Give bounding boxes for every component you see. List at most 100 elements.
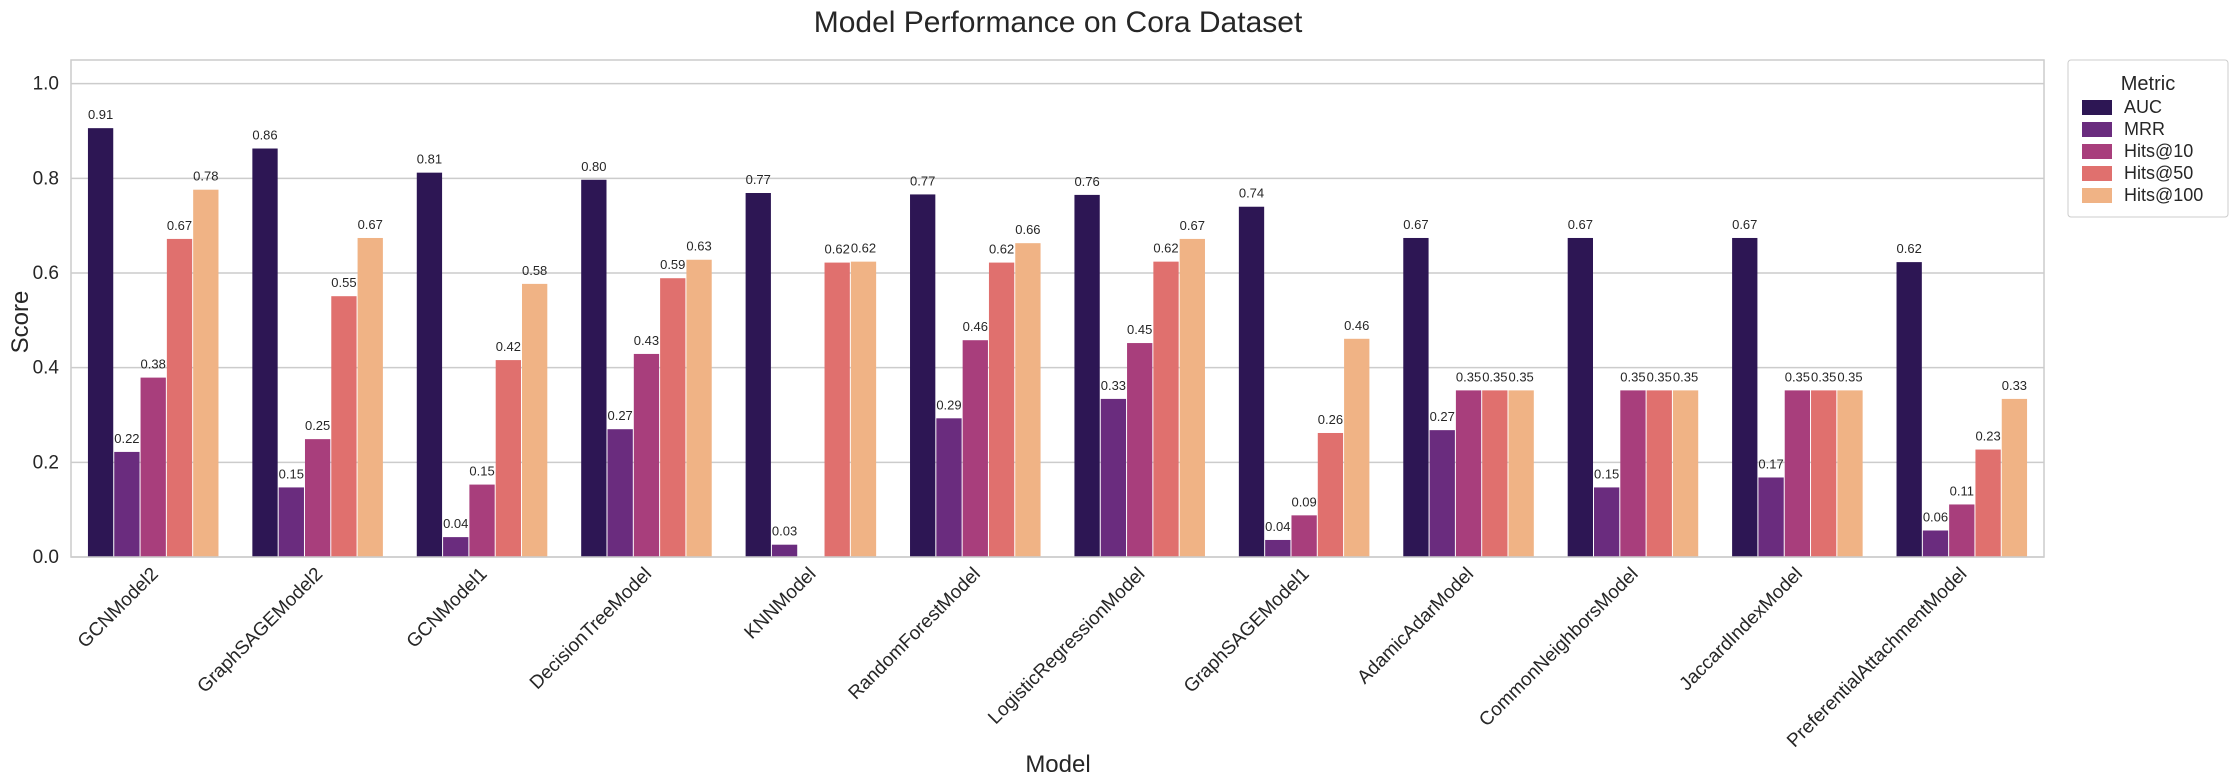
legend-entry-label: AUC: [2124, 97, 2162, 117]
x-tick-label: DecisionTreeModel: [526, 564, 656, 694]
data-label: 0.46: [963, 319, 988, 334]
bar-mrr: [1429, 430, 1455, 557]
data-label: 0.35: [1837, 369, 1862, 384]
bar-hits-at-50: [824, 262, 850, 557]
bar-hits-at-10: [140, 377, 166, 557]
bar-auc: [416, 172, 443, 558]
x-tick-label: GCNModel1: [403, 564, 492, 653]
bar-mrr: [278, 487, 304, 557]
data-label: 0.15: [279, 466, 304, 481]
bar-hits-at-50: [495, 360, 522, 557]
data-label: 0.76: [1074, 174, 1099, 189]
bar-hits-at-50: [1975, 449, 2001, 557]
legend-swatch: [2082, 122, 2112, 137]
y-tick-label: 0.8: [33, 168, 59, 189]
data-label: 0.29: [936, 397, 961, 412]
bar-mrr: [607, 429, 633, 557]
bar-hits-at-100: [1837, 390, 1863, 557]
data-label: 0.78: [193, 169, 218, 184]
bar-hits-at-100: [193, 189, 219, 557]
x-tick-label: GraphSAGEModel2: [194, 564, 328, 698]
legend-entry-label: Hits@50: [2124, 163, 2193, 183]
bar-hits-at-10: [962, 340, 988, 557]
legend-title: Metric: [2121, 73, 2175, 95]
data-label: 0.35: [1456, 369, 1481, 384]
data-label: 0.62: [1153, 241, 1178, 256]
data-label: 0.09: [1291, 494, 1316, 509]
bar-hits-at-100: [1672, 390, 1699, 557]
bar-auc: [1732, 237, 1758, 557]
x-tick-label: CommonNeighborsModel: [1475, 564, 1642, 731]
data-label: 0.03: [772, 524, 797, 539]
bar-hits-at-10: [1291, 515, 1317, 557]
data-labels-group: 0.91 0.22 0.38 0.67 0.78 0.86 0.15 0.25 0.55 0.67…: [88, 107, 2027, 539]
legend-swatch: [2082, 144, 2112, 159]
bar-hits-at-100: [686, 259, 712, 557]
data-label: 0.80: [581, 159, 606, 174]
legend-swatch: [2082, 188, 2112, 203]
bar-auc: [87, 128, 114, 557]
data-label: 0.62: [851, 241, 876, 256]
data-label: 0.35: [1482, 369, 1507, 384]
data-label: 0.66: [1015, 222, 1040, 237]
data-label: 0.77: [746, 172, 771, 187]
data-label: 0.55: [331, 275, 356, 290]
bar-hits-at-10: [1620, 390, 1646, 557]
data-label: 0.74: [1239, 186, 1264, 201]
data-label: 0.67: [358, 217, 383, 232]
data-label: 0.67: [1732, 217, 1757, 232]
bar-mrr: [771, 544, 798, 557]
data-label: 0.35: [1508, 369, 1533, 384]
chart-title: Model Performance on Cora Dataset: [814, 6, 1303, 39]
data-label: 0.25: [305, 418, 330, 433]
data-label: 0.86: [252, 128, 277, 143]
data-label: 0.23: [1975, 429, 2000, 444]
bar-hits-at-100: [1179, 238, 1205, 558]
bar-hits-at-50: [660, 278, 686, 557]
bar-hits-at-10: [1127, 343, 1153, 557]
bar-hits-at-100: [2001, 398, 2028, 557]
bar-mrr: [1758, 477, 1784, 557]
y-tick-label: 1.0: [33, 74, 59, 95]
y-tick-label: 0.2: [33, 452, 59, 473]
bars-group: [87, 128, 2028, 558]
x-tick-label: PreferentialAttachmentModel: [1783, 564, 1971, 752]
data-label: 0.35: [1620, 369, 1645, 384]
bar-auc: [745, 193, 771, 558]
data-label: 0.81: [417, 152, 442, 167]
data-label: 0.11: [1950, 483, 1974, 498]
data-label: 0.35: [1647, 369, 1672, 384]
bar-auc: [1567, 237, 1593, 557]
y-tick-label: 0.4: [33, 358, 60, 379]
data-label: 0.67: [1403, 217, 1428, 232]
bar-mrr: [1922, 530, 1949, 557]
data-label: 0.15: [1594, 466, 1619, 481]
data-label: 0.62: [989, 242, 1014, 257]
legend-entry-label: MRR: [2124, 119, 2165, 139]
x-tick-label: RandomForestModel: [845, 564, 985, 704]
data-label: 0.17: [1758, 456, 1783, 471]
bar-hits-at-10: [1949, 504, 1975, 557]
data-label: 0.22: [114, 431, 139, 446]
x-tick-label: GCNModel2: [74, 564, 163, 653]
data-label: 0.33: [1101, 378, 1126, 393]
bar-mrr: [1593, 487, 1620, 557]
bar-hits-at-10: [633, 353, 660, 557]
y-tick-label: 0.6: [33, 263, 59, 284]
bar-mrr: [1265, 539, 1291, 557]
data-label: 0.35: [1785, 369, 1810, 384]
bar-hits-at-100: [1508, 390, 1534, 557]
legend-entry-label: Hits@100: [2124, 185, 2203, 205]
data-label: 0.33: [2002, 378, 2027, 393]
bar-mrr: [1100, 398, 1127, 557]
bar-hits-at-100: [850, 261, 877, 557]
bar-auc: [252, 148, 278, 557]
data-label: 0.67: [167, 218, 192, 233]
bar-mrr: [936, 418, 962, 557]
data-label: 0.26: [1318, 412, 1343, 427]
bar-hits-at-10: [1784, 390, 1811, 557]
bar-mrr: [443, 537, 469, 557]
legend-entry-label: Hits@10: [2124, 141, 2193, 161]
data-label: 0.77: [910, 173, 935, 188]
